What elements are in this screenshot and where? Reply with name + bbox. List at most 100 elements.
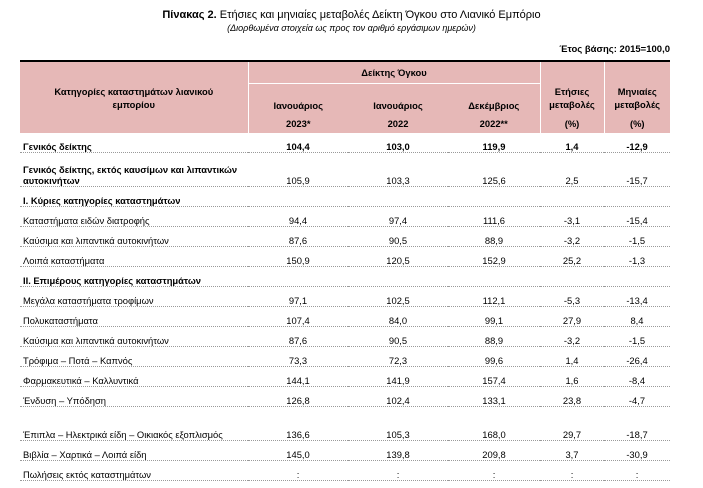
cell-value: 119,9: [482, 141, 506, 152]
cell-value: 87,6: [288, 235, 308, 246]
cell-value: :: [492, 469, 496, 480]
cell-value: [448, 267, 540, 287]
cell-value: -30,9: [626, 449, 648, 460]
cell-value: 84,0: [388, 315, 408, 326]
cell-value: 139,8: [386, 449, 410, 460]
cell-value: 97,1: [288, 295, 308, 306]
retail-volume-table: Κατηγορίες καταστημάτων λιανικού εμπορίο…: [20, 60, 670, 481]
table-row: Καταστήματα ειδών διατροφής 94,4 97,4 11…: [20, 207, 670, 227]
cell-value: :: [296, 469, 300, 480]
table-row: Γενικός δείκτης, εκτός καυσίμων και λιπα…: [20, 153, 670, 187]
annual-change-header: Ετήσιες μεταβολές: [539, 61, 604, 113]
cell-value: -1,3: [628, 255, 646, 266]
cell-value: 144,1: [286, 375, 310, 386]
cell-value: 152,9: [482, 255, 506, 266]
cell-value: -3,2: [563, 335, 581, 346]
cell-value: 1,4: [565, 355, 579, 366]
cell-value: 105,3: [386, 429, 410, 440]
col1-year-header: 2023*: [247, 113, 348, 133]
cell-value: [604, 267, 670, 287]
row-label: Πολυκαταστήματα: [23, 315, 98, 326]
cell-value: :: [396, 469, 400, 480]
table-row: Καύσιμα και λιπαντικά αυτοκινήτων 87,6 9…: [20, 227, 670, 247]
cell-value: 94,4: [288, 215, 308, 226]
table-row: Πολυκαταστήματα 107,4 84,0 99,1 27,9 8,4: [20, 307, 670, 327]
cell-value: -4,7: [628, 395, 646, 406]
section-heading: Ι. Κύριες κατηγορίες καταστημάτων: [23, 195, 181, 206]
cell-value: 73,3: [288, 355, 308, 366]
cell-value: 111,6: [482, 215, 506, 226]
cell-value: [248, 187, 348, 207]
row-label: Καύσιμα και λιπαντικά αυτοκινήτων: [23, 235, 169, 246]
table-title: Πίνακας 2. Ετήσιες και μηνιαίες μεταβολέ…: [0, 9, 703, 21]
cell-value: 126,8: [286, 395, 310, 406]
cell-value: 97,4: [388, 215, 408, 226]
base-year-note: Έτος βάσης: 2015=100,0: [559, 44, 670, 55]
cell-value: -8,4: [628, 375, 646, 386]
table-row: Ένδυση – Υπόδηση 126,8 102,4 133,1 23,8 …: [20, 387, 670, 407]
annual-change-unit: (%): [539, 113, 604, 133]
cell-value: 102,5: [386, 295, 410, 306]
cell-value: 105,9: [286, 175, 310, 186]
table-row: Καύσιμα και λιπαντικά αυτοκινήτων 87,6 9…: [20, 327, 670, 347]
table-row: Γενικός δείκτης 104,4 103,0 119,9 1,4 -1…: [20, 133, 670, 153]
cell-value: 107,4: [286, 315, 310, 326]
row-label: Πωλήσεις εκτός καταστημάτων: [23, 469, 151, 480]
cell-value: 120,5: [386, 255, 410, 266]
cell-value: 133,1: [482, 395, 506, 406]
cell-value: 25,2: [562, 255, 582, 266]
cell-value: [540, 267, 604, 287]
cell-value: 125,6: [482, 175, 506, 186]
cell-value: 157,4: [482, 375, 506, 386]
row-label: Μεγάλα καταστήματα τροφίμων: [23, 295, 154, 306]
cell-value: 136,6: [286, 429, 310, 440]
col2-month-header: Ιανουάριος: [348, 83, 448, 113]
cell-value: -15,4: [626, 215, 648, 226]
table-row: Ι. Κύριες κατηγορίες καταστημάτων: [20, 187, 670, 207]
cell-value: 103,0: [386, 141, 410, 152]
cell-value: 141,9: [386, 375, 410, 386]
row-label: Καύσιμα και λιπαντικά αυτοκινήτων: [23, 335, 169, 346]
cell-value: 87,6: [288, 335, 308, 346]
table-row: Βιβλία – Χαρτικά – Λοιπά είδη 145,0 139,…: [20, 441, 670, 461]
col3-year-header: 2022**: [448, 113, 540, 133]
col2-year-header: 2022: [348, 113, 448, 133]
cell-value: 1,6: [565, 375, 579, 386]
cell-value: [540, 187, 604, 207]
cell-value: 150,9: [286, 255, 310, 266]
cell-value: :: [570, 469, 574, 480]
cell-value: 104,4: [286, 141, 310, 152]
row-label: Γενικός δείκτης, εκτός καυσίμων και λιπα…: [23, 164, 238, 186]
cell-value: [348, 267, 448, 287]
cell-value: 99,1: [484, 315, 504, 326]
row-label: Φαρμακευτικά – Καλλυντικά: [23, 375, 139, 386]
row-label: Καταστήματα ειδών διατροφής: [23, 215, 150, 226]
cell-value: -5,3: [563, 295, 581, 306]
cell-value: [248, 267, 348, 287]
cell-value: 99,6: [484, 355, 504, 366]
cell-value: [348, 187, 448, 207]
table-row: Πωλήσεις εκτός καταστημάτων : : : : :: [20, 461, 670, 481]
cell-value: 112,1: [482, 295, 506, 306]
monthly-change-unit: (%): [603, 113, 670, 133]
table-row: Φαρμακευτικά – Καλλυντικά 144,1 141,9 15…: [20, 367, 670, 387]
cell-value: [448, 187, 540, 207]
section-heading: ΙΙ. Επιμέρους κατηγορίες καταστημάτων: [23, 275, 201, 286]
cell-value: 103,3: [386, 175, 410, 186]
cell-value: -18,7: [626, 429, 648, 440]
cell-value: 168,0: [482, 429, 506, 440]
cell-value: -3,2: [563, 235, 581, 246]
table-number: Πίνακας 2.: [162, 9, 217, 21]
cell-value: 102,4: [386, 395, 410, 406]
row-label: Βιβλία – Χαρτικά – Λοιπά είδη: [23, 449, 147, 460]
row-label: Τρόφιμα – Ποτά – Καπνός: [23, 355, 133, 366]
cell-value: 72,3: [388, 355, 408, 366]
cell-value: 2,5: [565, 175, 579, 186]
cell-value: -3,1: [563, 215, 581, 226]
cell-value: 209,8: [482, 449, 506, 460]
col1-month-header: Ιανουάριος: [247, 83, 348, 113]
table-title-text: Ετήσιες και μηνιαίες μεταβολές Δείκτη Όγ…: [216, 9, 541, 21]
volume-index-header: Δείκτης Όγκου: [247, 61, 540, 84]
cell-value: -15,7: [626, 175, 648, 186]
cell-value: 88,9: [484, 335, 504, 346]
